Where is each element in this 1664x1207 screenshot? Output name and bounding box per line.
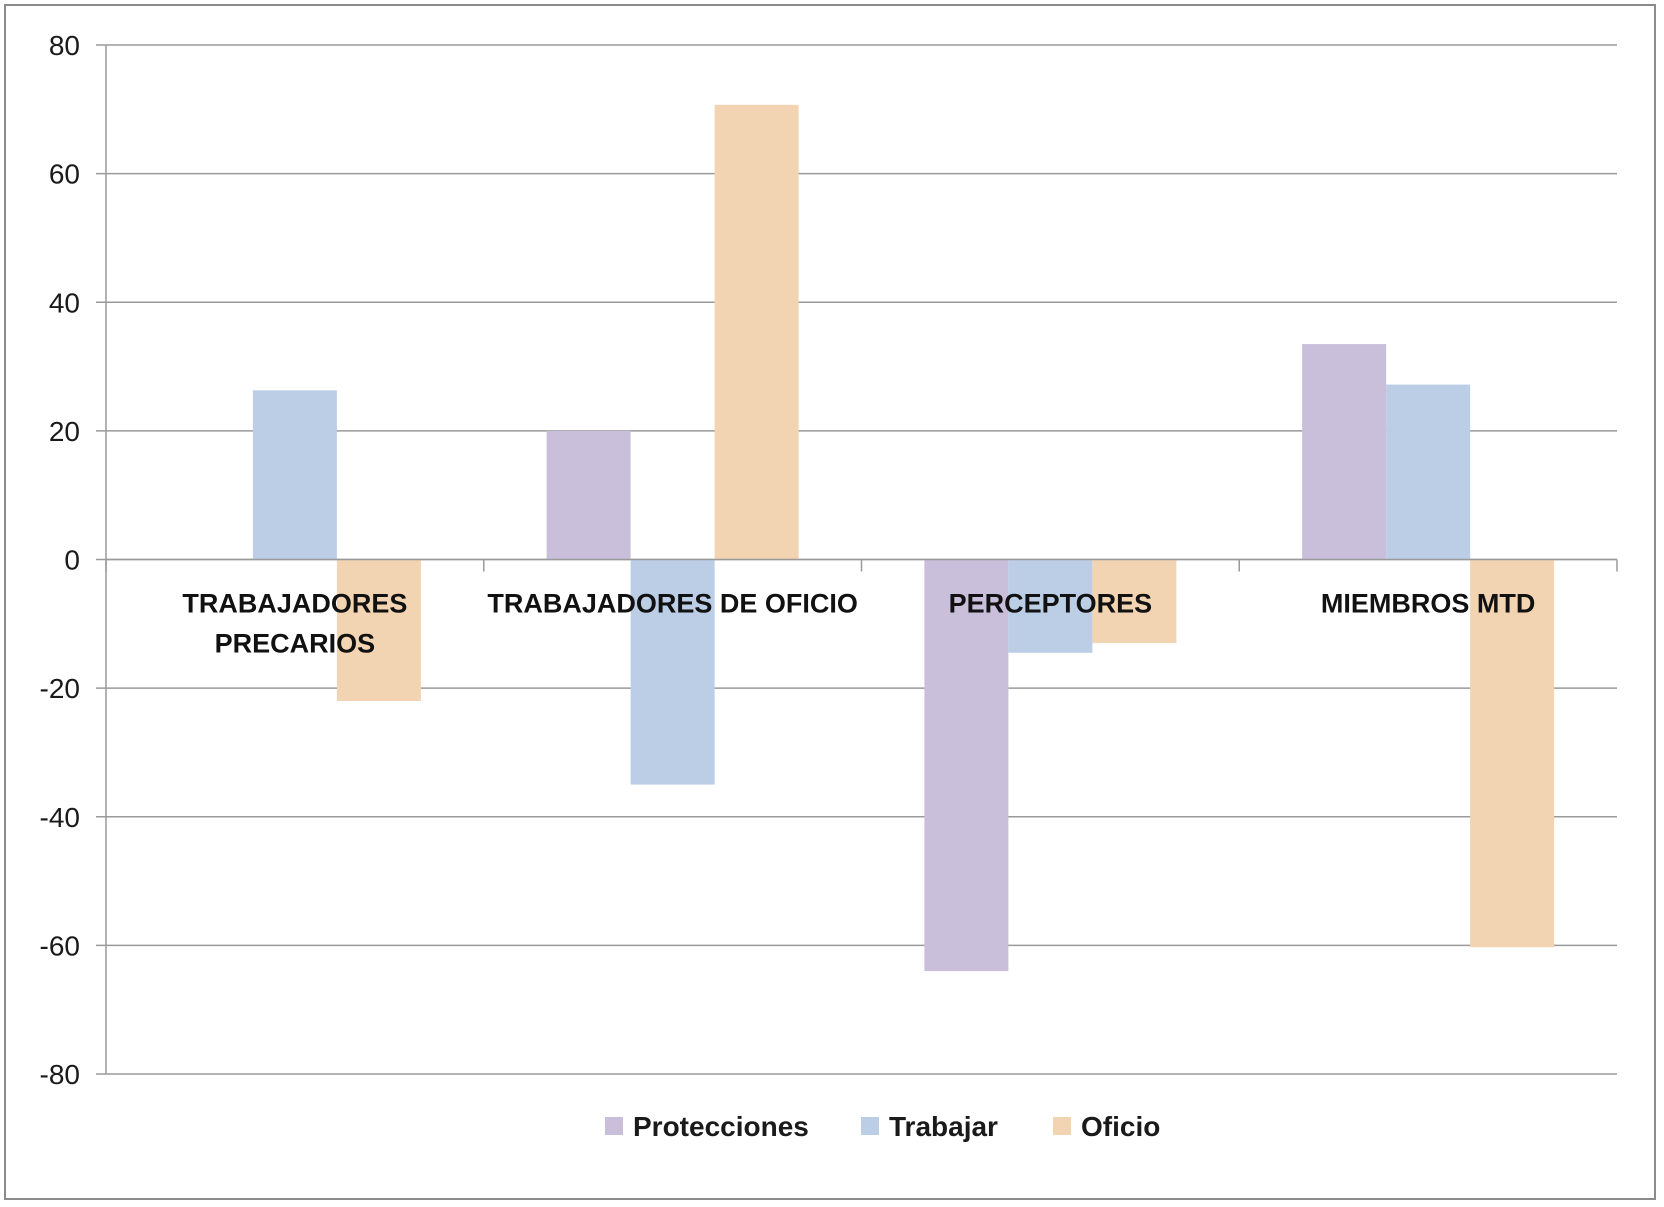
bar-oficio-1 [715,105,799,560]
bar-trabajar-3 [1386,385,1470,560]
category-label: TRABAJADORES DE OFICIO [487,589,858,619]
y-tick-label: -20 [40,673,80,704]
y-tick-label: -40 [40,802,80,833]
y-tick-label: 20 [49,416,80,447]
y-tick-label: -60 [40,930,80,961]
bar-trabajar-0 [253,390,337,559]
category-label: MIEMBROS MTD [1321,589,1535,619]
bar-protecciones-1 [547,431,631,560]
category-label: PRECARIOS [215,629,376,659]
category-label: PERCEPTORES [949,589,1153,619]
legend-swatch-protecciones [605,1117,623,1135]
y-tick-label: 80 [49,30,80,61]
legend-label-trabajar: Trabajar [889,1111,998,1142]
legend-swatch-trabajar [861,1117,879,1135]
legend-label-oficio: Oficio [1081,1111,1160,1142]
y-tick-label: 0 [64,545,80,576]
legend-label-protecciones: Protecciones [633,1111,809,1142]
bar-protecciones-3 [1302,344,1386,559]
legend-swatch-oficio [1053,1117,1071,1135]
category-label: TRABAJADORES [182,589,407,619]
y-tick-label: -80 [40,1059,80,1090]
bar-chart: 80 60 40 20 0 -20 -40 -60 -80 TRABAJADORES PRECARI… [0,0,1664,1207]
bar-protecciones-2 [924,560,1008,972]
y-tick-label: 60 [49,159,80,190]
y-tick-label: 40 [49,287,80,318]
